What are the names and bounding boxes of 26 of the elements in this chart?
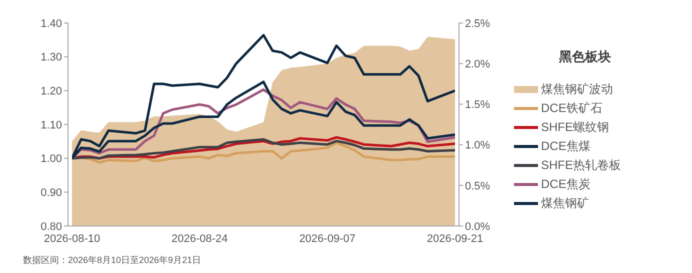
y2-tick-label: 2.5% bbox=[465, 18, 490, 30]
x-tick-label: 2026-09-21 bbox=[426, 232, 484, 245]
y-tick-label: 1.30 bbox=[40, 52, 62, 64]
y-tick-label: 1.00 bbox=[40, 153, 62, 166]
legend-label: SHFE螺纹钢 bbox=[541, 118, 610, 136]
y-tick-label: 1.20 bbox=[40, 86, 62, 98]
y2-tick-label: 0.0% bbox=[465, 220, 490, 233]
legend-label: 煤焦钢矿波动 bbox=[541, 80, 613, 98]
legend-label: DCE焦炭 bbox=[541, 176, 590, 192]
x-tick-label: 2026-09-07 bbox=[299, 232, 356, 245]
y2-tick-label: 2.0% bbox=[465, 58, 490, 71]
y-tick-label: 0.90 bbox=[40, 187, 62, 200]
y2-tick-label: 1.5% bbox=[465, 99, 490, 112]
text: 数据区间：2026年8月10日至2026年9月21日 bbox=[23, 254, 202, 267]
legend-title: 黑色板块 bbox=[559, 48, 612, 66]
legend-label: DCE焦煤 bbox=[541, 138, 590, 154]
y2-tick-label: 1.0% bbox=[465, 140, 490, 152]
y-tick-label: 1.10 bbox=[40, 119, 62, 132]
legend-label: SHFE热轧卷板 bbox=[541, 156, 622, 174]
x-tick-label: 2026-08-10 bbox=[44, 232, 100, 245]
y-tick-label: 0.80 bbox=[40, 220, 62, 233]
legend-label: 煤焦钢矿 bbox=[541, 194, 589, 212]
legend-label: DCE铁矿石 bbox=[541, 100, 602, 116]
x-tick-label: 2026-08-24 bbox=[172, 232, 228, 245]
y2-tick-label: 0.5% bbox=[465, 180, 490, 192]
y-tick-label: 1.40 bbox=[40, 18, 62, 30]
